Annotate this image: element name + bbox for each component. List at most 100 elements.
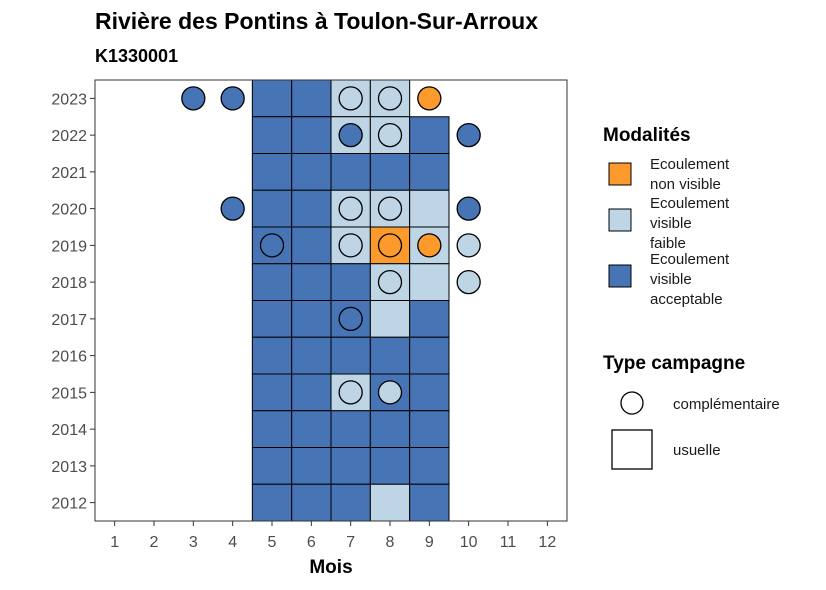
tile-2023-6 [291,79,332,118]
y-tick-label-2020: 2020 [51,202,87,219]
tile-2018-6 [291,263,332,301]
point-2022-8 [377,122,403,148]
legend-label-usuelle: usuelle [673,442,721,459]
tile-2016-7 [330,336,371,375]
legend-key-non_visible [608,162,632,186]
tile-2019-6 [291,226,332,265]
point-2019-5 [259,233,285,258]
tile-2018-5 [251,263,293,301]
tile-2021-5 [251,153,293,191]
point-2023-4 [220,86,245,111]
point-2022-10 [456,122,481,148]
point-2018-10 [456,269,481,295]
tile-2013-9 [409,447,450,485]
tile-2016-5 [251,336,293,375]
legend-type-title: Type campagne [603,353,745,374]
legend-key-acceptable [608,264,632,288]
point-2023-9 [417,86,442,111]
x-tick-label-3: 3 [189,534,198,551]
x-tick-label-10: 10 [460,534,478,551]
point-2019-10 [456,233,481,258]
legend-label-acceptable-line-0: Ecoulement [650,251,730,268]
tile-2014-5 [251,410,293,448]
point-2023-7 [338,86,363,111]
y-axis: 2012 2013 2014 2015 2016 2017 2018 2019 2020 2021… [51,91,95,513]
legend-label-faible-line-1: visible [650,215,692,232]
tile-2014-8 [369,410,411,448]
legend-modalites: Modalités Ecoulement non visible Ecoulement… [603,125,730,308]
y-tick-label-2019: 2019 [51,238,87,255]
tile-2014-7 [330,410,371,448]
tile-2016-9 [409,336,450,375]
tile-2021-9 [409,153,450,191]
tile-2012-9 [409,483,450,522]
point-2019-7 [338,233,363,258]
x-tick-label-7: 7 [346,534,355,551]
point-2017-7 [338,306,363,332]
legend-modalites-title: Modalités [603,125,691,146]
y-tick-label-2014: 2014 [51,422,87,439]
tile-2022-5 [251,116,293,154]
tile-2012-7 [330,483,371,522]
legend-label-faible-line-2: faible [650,235,686,252]
tile-2021-8 [369,153,411,191]
x-axis: 1 2 3 4 5 6 7 8 9 10 11 12 [110,521,556,551]
y-tick-label-2021: 2021 [51,165,87,182]
point-2020-10 [456,196,481,221]
tile-2013-5 [251,447,293,485]
tile-2021-7 [330,153,371,191]
chart-title: Rivière des Pontins à Toulon-Sur-Arroux [95,8,539,34]
point-2018-8 [377,269,403,295]
tile-2015-6 [291,373,332,412]
point-2023-3 [181,86,206,111]
y-tick-label-2012: 2012 [51,496,87,513]
y-tick-label-2022: 2022 [51,128,87,145]
tile-2022-6 [291,116,332,154]
tile-2013-6 [291,447,332,485]
y-tick-label-2023: 2023 [51,91,87,108]
point-2019-9 [417,233,442,258]
tile-2017-6 [291,300,332,338]
point-2019-8 [377,233,403,258]
x-tick-label-8: 8 [386,534,395,551]
x-tick-label-2: 2 [150,534,159,551]
x-tick-label-12: 12 [538,534,556,551]
chart-subtitle: K1330001 [95,46,179,66]
point-2020-7 [338,196,363,221]
tile-2020-6 [291,189,332,228]
legend-label-acceptable-line-2: acceptable [650,291,723,308]
tile-2013-7 [330,447,371,485]
tile-2023-5 [251,79,293,118]
x-tick-label-4: 4 [228,534,237,551]
tile-2017-5 [251,300,293,338]
tile-2012-5 [251,483,293,522]
tile-2022-9 [409,116,450,154]
x-axis-title: Mois [309,557,352,578]
tile-2020-9 [409,189,450,228]
tile-2015-9 [409,373,450,412]
legend-key-circle [620,391,644,415]
tile-2016-8 [369,336,411,375]
tile-2021-6 [291,153,332,191]
point-2020-8 [377,196,403,221]
legend-label-non_visible-line-0: Ecoulement [650,156,730,173]
point-2020-4 [220,196,245,221]
legend-type-campagne: Type campagne complémentaire usuelle [603,353,780,470]
legend-label-complementaire: complémentaire [673,396,780,413]
tile-2012-8 [369,483,411,522]
x-tick-label-1: 1 [110,534,119,551]
x-tick-label-5: 5 [268,534,277,551]
x-tick-label-9: 9 [425,534,434,551]
y-tick-label-2015: 2015 [51,385,87,402]
tile-2013-8 [369,447,411,485]
tile-2017-9 [409,300,450,338]
tile-2014-6 [291,410,332,448]
tile-2018-7 [330,263,371,301]
tile-2020-5 [251,189,293,228]
point-2023-8 [377,86,403,111]
tile-2015-5 [251,373,293,412]
legend-label-non_visible-line-1: non visible [650,176,721,193]
legend-label-acceptable-line-1: visible [650,271,692,288]
point-2022-7 [338,122,363,148]
